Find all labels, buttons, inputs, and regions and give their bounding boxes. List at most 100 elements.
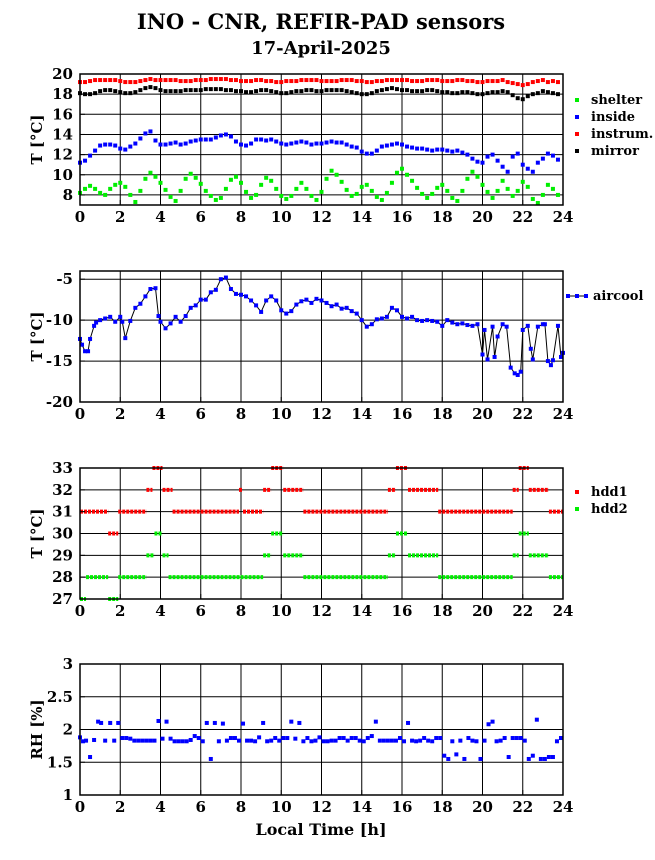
data-point — [470, 323, 475, 328]
data-point — [515, 372, 520, 377]
data-point — [534, 717, 539, 722]
data-point — [294, 186, 299, 191]
data-point — [289, 79, 294, 84]
data-point — [400, 142, 404, 147]
data-point — [81, 739, 86, 744]
data-point — [148, 170, 153, 175]
data-point — [515, 82, 520, 87]
data-point — [143, 294, 148, 299]
data-point — [364, 182, 369, 187]
data-point — [228, 177, 233, 182]
data-point — [108, 186, 113, 191]
y-tick-label: 10 — [52, 166, 73, 184]
data-point — [369, 151, 374, 156]
data-point — [520, 97, 525, 102]
legend-marker — [575, 294, 579, 298]
data-point — [555, 323, 560, 328]
data-point — [253, 739, 258, 744]
x-tick-label: 2 — [115, 405, 125, 423]
data-point — [218, 87, 223, 92]
x-tick-label: 12 — [311, 798, 332, 816]
data-point — [158, 88, 163, 93]
data-point — [555, 80, 560, 85]
data-point — [365, 736, 370, 741]
data-point — [345, 738, 350, 743]
data-point — [550, 153, 555, 158]
data-point — [168, 321, 173, 326]
data-point — [113, 89, 118, 94]
data-point — [361, 739, 366, 744]
data-point — [405, 144, 410, 149]
figure-subtitle: 17-April-2025 — [251, 38, 391, 59]
data-point — [339, 179, 344, 184]
data-point — [550, 79, 555, 84]
y-tick-label: 2 — [63, 721, 73, 739]
data-point — [152, 738, 157, 743]
data-point — [173, 89, 178, 94]
data-point — [309, 142, 314, 147]
data-point — [183, 141, 188, 146]
data-point — [274, 139, 279, 144]
x-tick-label: 18 — [432, 798, 453, 816]
data-point — [394, 87, 399, 92]
y-tick-label: 27 — [52, 590, 73, 608]
x-tick-label: 0 — [75, 602, 85, 620]
data-point — [425, 195, 430, 200]
x-tick-label: 16 — [392, 602, 413, 620]
data-point — [414, 739, 419, 744]
data-point — [369, 734, 374, 739]
data-point — [344, 78, 349, 83]
data-point — [512, 371, 517, 376]
data-point — [530, 169, 535, 174]
x-tick-label: 8 — [236, 798, 246, 816]
data-point — [349, 144, 354, 149]
data-point — [535, 91, 540, 96]
data-point — [475, 80, 480, 85]
legend-label: hdd1 — [591, 485, 628, 500]
data-point — [319, 298, 324, 303]
data-point — [446, 756, 451, 761]
data-point — [239, 180, 243, 185]
legend-label: shelter — [591, 93, 642, 108]
data-point — [301, 739, 306, 744]
x-tick-label: 14 — [351, 602, 372, 620]
data-point — [249, 738, 254, 743]
data-point — [261, 720, 266, 725]
x-tick-label: 12 — [311, 602, 332, 620]
legend-marker — [566, 294, 570, 298]
data-point — [244, 294, 249, 299]
data-point — [526, 756, 531, 761]
data-point — [118, 314, 123, 319]
data-point — [123, 184, 128, 189]
data-point — [294, 79, 299, 84]
data-point — [103, 78, 108, 83]
data-point — [239, 142, 243, 147]
data-point — [178, 79, 183, 84]
data-point — [460, 150, 465, 155]
data-point — [274, 186, 279, 191]
data-point — [156, 314, 161, 319]
data-point — [264, 79, 269, 84]
data-point — [123, 91, 128, 96]
data-point — [500, 164, 505, 169]
data-point — [324, 176, 329, 181]
data-point — [474, 739, 479, 744]
data-point — [425, 318, 430, 323]
data-point — [455, 198, 460, 203]
data-point — [233, 139, 238, 144]
data-point — [389, 78, 394, 83]
data-point — [435, 185, 440, 190]
data-point — [188, 139, 193, 144]
data-point — [133, 80, 138, 85]
data-point — [555, 157, 560, 162]
data-point — [143, 176, 148, 181]
legend-marker — [575, 149, 579, 153]
data-point — [168, 89, 173, 94]
data-point — [88, 183, 93, 188]
data-point — [406, 720, 411, 725]
data-point — [93, 91, 98, 96]
data-point — [103, 88, 108, 93]
data-point — [241, 721, 246, 726]
data-point — [426, 738, 431, 743]
data-point — [163, 187, 168, 192]
